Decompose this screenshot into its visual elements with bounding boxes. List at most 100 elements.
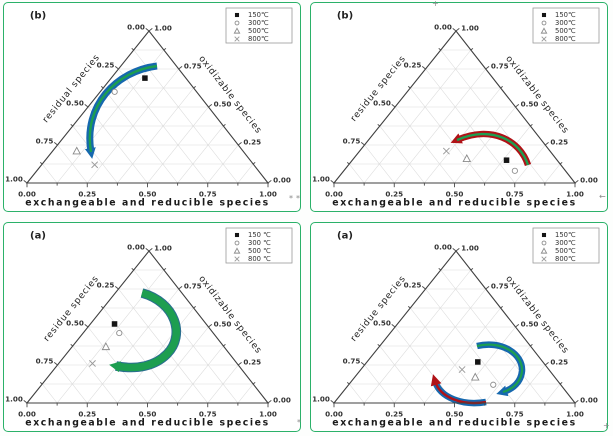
- data-point-150℃: [503, 157, 510, 163]
- stray-mark: *: [289, 194, 293, 203]
- legend-label: 800 ℃: [248, 255, 271, 263]
- legend-label: 500℃: [555, 27, 576, 35]
- trend-arrow-1: [84, 62, 158, 159]
- tick-label: 1.00: [259, 410, 277, 419]
- legend-label: 300℃: [555, 239, 576, 247]
- tick-label: 0.50: [139, 410, 157, 419]
- left-axis-title: residue species: [349, 274, 408, 344]
- tick-label: 0.25: [550, 358, 568, 367]
- stray-mark: *: [296, 194, 300, 203]
- tick-label: 0.50: [66, 319, 84, 328]
- tick-label: 0.00: [434, 243, 452, 252]
- bottom-axis-title: exchangeable and reducible species: [25, 198, 269, 209]
- tick-label: 0.50: [214, 100, 232, 109]
- tick-label: 0.50: [373, 99, 391, 108]
- ternary-plot-bottom-right: 0.00 0.25 0.50 0.75 1.00 1.00 0.75 0.50 0.25 0.00…: [312, 227, 600, 429]
- tick-label: 1.00: [5, 395, 23, 404]
- tick-label: 0.25: [404, 281, 422, 290]
- tick-label: 0.75: [36, 137, 54, 146]
- legend-label: 500℃: [555, 247, 576, 255]
- tick-label: 0.50: [373, 319, 391, 328]
- data-point-500℃: [462, 154, 472, 163]
- tick-label: 0.25: [243, 358, 261, 367]
- legend-label: 300 ℃: [248, 239, 271, 247]
- tick-label: 0.75: [199, 190, 217, 199]
- axis-ticks: [23, 28, 272, 188]
- panel-top-left: 0.00 0.25 0.50 0.75 1.00 1.00 0.75 0.50 0.25 0.00…: [3, 2, 301, 212]
- legend-label: 500℃: [248, 27, 269, 35]
- tick-label: 0.00: [18, 190, 36, 199]
- tick-labels: 0.00 0.25 0.50 0.75 1.00 1.00 0.75 0.50 0.25 0.00…: [5, 243, 291, 419]
- tick-label: 0.25: [97, 61, 115, 70]
- legend-marker-square: [541, 12, 547, 18]
- tick-label: 0.75: [343, 137, 361, 146]
- tick-label: 0.25: [78, 190, 96, 199]
- panel-letter-label: (b): [337, 11, 353, 22]
- tick-label: 1.00: [259, 190, 277, 199]
- tick-label: 1.00: [566, 410, 584, 419]
- tick-label: 1.00: [461, 244, 479, 253]
- panel-bottom-left: 0.00 0.25 0.50 0.75 1.00 1.00 0.75 0.50 0.25 0.00…: [3, 222, 301, 432]
- legend-marker-square: [234, 232, 240, 238]
- data-point-800℃: [91, 161, 99, 169]
- panel-letter-label: (b): [30, 11, 46, 22]
- tick-label: 0.25: [78, 410, 96, 419]
- legend-marker-triangle: [233, 247, 241, 254]
- data-point-800℃: [458, 366, 466, 374]
- legend-marker-triangle: [233, 27, 241, 34]
- tick-label: 0.50: [139, 190, 157, 199]
- axis-ticks: [23, 248, 272, 408]
- right-axis-title: oxidizable species: [196, 54, 263, 136]
- stray-mark: ←: [599, 192, 606, 201]
- tick-label: 0.00: [434, 23, 452, 32]
- tick-label: 0.75: [36, 357, 54, 366]
- axis-ticks: [330, 28, 579, 188]
- legend-marker-circle: [234, 240, 240, 246]
- legend-label: 150℃: [248, 11, 269, 19]
- data-point-300℃: [490, 381, 497, 388]
- legend-label: 500 ℃: [248, 247, 271, 255]
- stray-mark: +: [603, 421, 610, 430]
- trend-arrow-2: [430, 374, 487, 407]
- legend-marker-cross: [541, 36, 547, 42]
- tick-label: 0.00: [273, 396, 291, 405]
- panel-bottom-right: 0.00 0.25 0.50 0.75 1.00 1.00 0.75 0.50 0.25 0.00…: [310, 222, 608, 432]
- tick-label: 0.00: [273, 176, 291, 185]
- panel-top-right: 0.00 0.25 0.50 0.75 1.00 1.00 0.75 0.50 0.25 0.00…: [310, 2, 608, 212]
- data-point-500℃: [72, 146, 82, 155]
- tick-labels: 0.00 0.25 0.50 0.75 1.00 1.00 0.75 0.50 0.25 0.00…: [312, 23, 598, 199]
- tick-label: 0.00: [127, 23, 145, 32]
- data-point-800℃: [442, 147, 450, 155]
- tick-label: 0.75: [491, 62, 509, 71]
- bottom-axis-title: exchangeable and reducible species: [25, 418, 269, 429]
- legend-label: 300℃: [248, 19, 269, 27]
- legend-label: 150℃: [555, 231, 576, 239]
- tick-label: 0.50: [214, 320, 232, 329]
- tick-label: 1.00: [312, 395, 330, 404]
- left-axis-title: residue species: [349, 54, 408, 124]
- tick-label: 0.75: [343, 357, 361, 366]
- data-point-300℃: [511, 167, 518, 174]
- legend-marker-cross: [234, 36, 240, 42]
- right-axis-title: oxidizable species: [503, 54, 570, 136]
- tick-label: 1.00: [154, 244, 172, 253]
- trend-arrow-1: [109, 288, 182, 373]
- legend-marker-cross: [234, 256, 240, 262]
- tick-label: 0.75: [184, 282, 202, 291]
- tick-label: 0.25: [385, 410, 403, 419]
- tick-label: 0.25: [404, 61, 422, 70]
- ternary-plot-top-left: 0.00 0.25 0.50 0.75 1.00 1.00 0.75 0.50 0.25 0.00…: [5, 7, 293, 209]
- legend-label: 800℃: [555, 35, 576, 43]
- tick-labels: 0.00 0.25 0.50 0.75 1.00 1.00 0.75 0.50 0.25 0.00…: [312, 243, 598, 419]
- ternary-plot-top-right: 0.00 0.25 0.50 0.75 1.00 1.00 0.75 0.50 0.25 0.00…: [312, 7, 600, 209]
- data-point-800℃: [89, 360, 96, 367]
- legend-label: 800℃: [248, 35, 269, 43]
- tick-label: 0.50: [446, 410, 464, 419]
- tick-label: 1.00: [312, 175, 330, 184]
- legend-label: 150℃: [555, 11, 576, 19]
- bottom-axis-title: exchangeable and reducible species: [332, 418, 576, 429]
- panel-letter-label: (a): [30, 231, 46, 242]
